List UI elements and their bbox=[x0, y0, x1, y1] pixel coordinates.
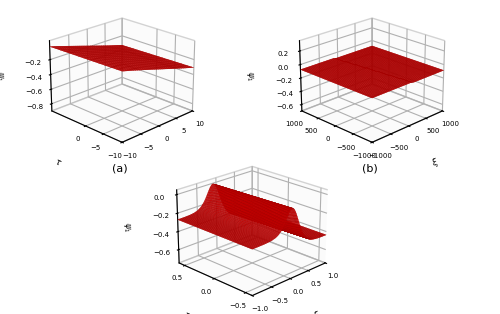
Text: (a): (a) bbox=[112, 163, 128, 173]
Y-axis label: $\tau$: $\tau$ bbox=[182, 310, 192, 314]
Y-axis label: $\tau$: $\tau$ bbox=[54, 157, 64, 168]
Text: (b): (b) bbox=[362, 163, 378, 173]
X-axis label: $\xi$: $\xi$ bbox=[430, 155, 442, 170]
X-axis label: $\xi$: $\xi$ bbox=[312, 308, 323, 314]
Y-axis label: $\tau$: $\tau$ bbox=[304, 157, 314, 168]
X-axis label: $\xi$: $\xi$ bbox=[180, 155, 192, 170]
